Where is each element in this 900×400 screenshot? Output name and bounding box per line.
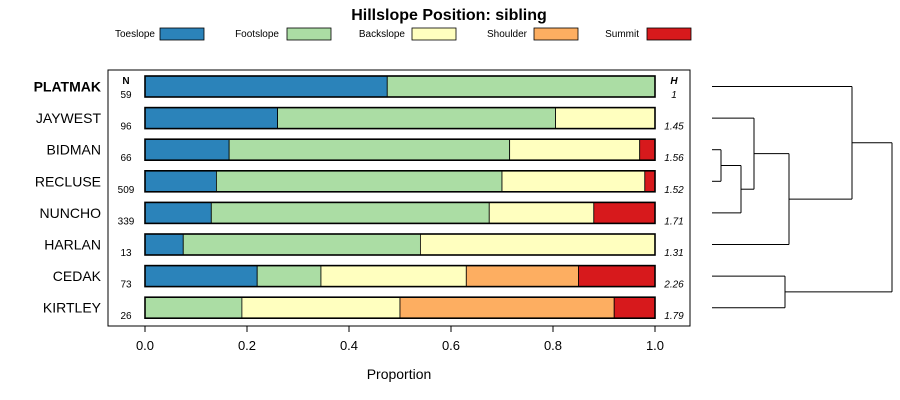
x-tick-label-4: 0.8	[544, 338, 562, 353]
legend-swatch-toeslope	[159, 27, 205, 41]
bar-segment-bidman-toeslope	[144, 138, 230, 161]
bar-segment-nuncho-summit	[593, 201, 656, 224]
n-value-nuncho: 339	[118, 216, 135, 227]
bar-segment-jaywest-backslope	[555, 107, 656, 129]
bar-segment-nuncho-toeslope	[144, 201, 212, 224]
bar-segment-bidman-footslope	[228, 138, 511, 161]
bar-segment-bidman-summit	[639, 138, 656, 161]
legend-label-shoulder: Shoulder	[487, 29, 528, 40]
n-value-recluse: 509	[118, 185, 135, 196]
category-label-kirtley: KIRTLEY	[43, 300, 102, 316]
legend-label-toeslope: Toeslope	[115, 29, 155, 40]
category-label-jaywest: JAYWEST	[36, 110, 102, 126]
bar-outline-cedak	[144, 264, 656, 288]
x-axis: 0.0 0.2 0.4 0.6 0.8 1.0	[136, 326, 664, 353]
h-value-cedak: 2.26	[663, 280, 684, 291]
x-tick-label-5: 1.0	[646, 338, 664, 353]
n-value-jaywest: 96	[120, 122, 132, 133]
x-tick-label-3: 0.6	[442, 338, 460, 353]
category-label-platmak: PLATMAK	[34, 79, 101, 95]
h-value-platmak: 1	[671, 90, 677, 101]
x-tick-label-2: 0.4	[340, 338, 358, 353]
bar-segment-recluse-summit	[644, 170, 656, 193]
h-value-recluse: 1.52	[664, 185, 684, 196]
bar-segment-cedak-toeslope	[144, 265, 258, 288]
n-value-kirtley: 26	[120, 311, 132, 322]
legend-swatch-shoulder	[533, 27, 579, 41]
legend-swatch-backslope	[411, 27, 457, 41]
legend-label-summit: Summit	[605, 29, 639, 40]
bar-segment-cedak-footslope	[256, 265, 322, 288]
plot-panel	[107, 69, 691, 327]
bar-segment-kirtley-summit	[613, 296, 656, 319]
legend-label-footslope: Footslope	[235, 29, 279, 40]
bar-segment-platmak-footslope	[386, 75, 656, 98]
bar-segment-kirtley-backslope	[241, 296, 401, 319]
bar-outline-bidman	[144, 138, 656, 161]
bar-segment-jaywest-toeslope	[144, 107, 279, 129]
h-value-kirtley: 1.79	[664, 311, 684, 322]
bar-segment-cedak-shoulder	[465, 265, 579, 288]
bar-outline-harlan	[144, 233, 656, 256]
h-value-bidman: 1.56	[664, 153, 684, 164]
n-column-header: N	[122, 76, 129, 87]
bar-segment-nuncho-footslope	[210, 201, 490, 224]
bar-segment-recluse-toeslope	[144, 170, 217, 193]
dendrogram	[712, 86, 893, 309]
plot-frame	[107, 69, 691, 327]
bar-segment-recluse-backslope	[501, 170, 646, 193]
n-value-platmak: 59	[120, 90, 132, 101]
category-label-recluse: RECLUSE	[35, 173, 101, 189]
legend: Toeslope Footslope Backslope Shoulder Summit	[115, 27, 692, 41]
category-label-nuncho: NUNCHO	[40, 205, 102, 221]
bar-outline-platmak	[144, 75, 656, 98]
h-value-jaywest: 1.45	[664, 122, 684, 133]
n-value-harlan: 13	[120, 248, 132, 259]
chart-title: Hillslope Position: sibling	[351, 7, 547, 24]
bar-segment-harlan-backslope	[419, 233, 656, 256]
legend-swatch-footslope	[286, 27, 332, 41]
bar-segment-cedak-backslope	[320, 265, 467, 288]
category-label-bidman: BIDMAN	[47, 142, 101, 158]
x-tick-label-1: 0.2	[238, 338, 256, 353]
bar-outline-kirtley	[144, 296, 656, 320]
h-value-nuncho: 1.71	[664, 216, 683, 227]
n-value-bidman: 66	[120, 153, 132, 164]
bar-segment-harlan-footslope	[182, 233, 421, 256]
x-axis-label: Proportion	[367, 366, 432, 382]
category-labels: PLATMAK 59 1 JAYWEST 96 1.45 BIDMAN 66 1.56 RECLU…	[34, 79, 685, 323]
bar-outline-jaywest	[144, 106, 656, 130]
bar-segment-nuncho-backslope	[488, 201, 595, 224]
bar-segment-jaywest-footslope	[277, 107, 556, 129]
bar-segment-kirtley-footslope	[144, 296, 243, 319]
bars	[144, 75, 656, 320]
x-tick-label-0: 0.0	[136, 338, 154, 353]
legend-label-backslope: Backslope	[359, 29, 406, 40]
bar-segment-bidman-backslope	[509, 138, 641, 161]
category-label-harlan: HARLAN	[44, 237, 101, 253]
bar-outline-nuncho	[144, 201, 656, 225]
bar-segment-platmak-toeslope	[144, 75, 388, 98]
bar-segment-cedak-summit	[578, 265, 656, 288]
h-value-harlan: 1.31	[664, 248, 683, 259]
bar-outline-recluse	[144, 170, 656, 193]
legend-swatch-summit	[646, 27, 692, 41]
n-value-cedak: 73	[120, 280, 132, 291]
bar-segment-harlan-toeslope	[144, 233, 184, 256]
h-column-header: H	[670, 76, 678, 87]
category-label-cedak: CEDAK	[53, 268, 102, 284]
bar-segment-kirtley-shoulder	[399, 296, 615, 319]
bar-segment-recluse-footslope	[215, 170, 503, 193]
